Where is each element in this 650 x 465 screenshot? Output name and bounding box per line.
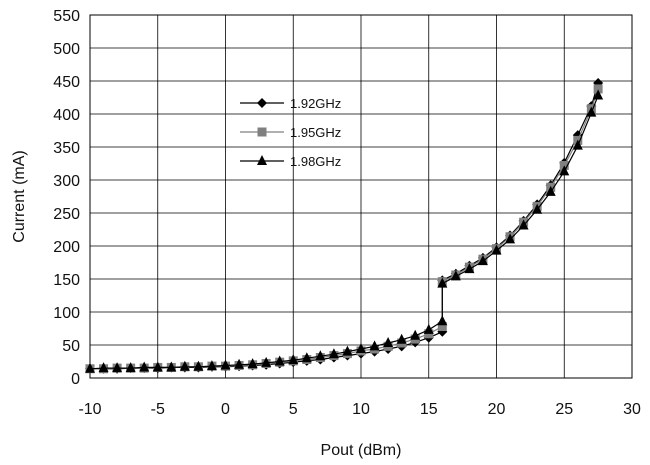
- x-tick-label: 25: [555, 401, 573, 418]
- data-point-triangle: [356, 342, 366, 353]
- y-tick-label: 250: [53, 206, 80, 223]
- x-tick-label: 0: [221, 401, 230, 418]
- data-point-triangle: [342, 345, 353, 356]
- data-point-diamond: [257, 98, 267, 108]
- y-tick-label: 550: [53, 8, 80, 25]
- x-tick-label: 30: [623, 401, 641, 418]
- data-point-triangle: [139, 361, 150, 372]
- x-axis-label: Pout (dBm): [321, 442, 402, 459]
- data-point-triangle: [288, 354, 299, 365]
- plot-frame: [89, 14, 633, 379]
- series-1.98GHz: [85, 89, 604, 373]
- data-point-triangle: [98, 362, 109, 373]
- data-point-triangle: [152, 361, 163, 372]
- data-point-triangle: [410, 329, 421, 340]
- data-point-triangle: [505, 233, 516, 244]
- data-point-triangle: [572, 139, 583, 150]
- data-point-triangle: [423, 323, 434, 334]
- data-point-triangle: [166, 361, 177, 372]
- y-axis-label: Current (mA): [11, 150, 28, 242]
- data-point-triangle: [559, 165, 570, 176]
- x-tick-label: -5: [151, 401, 165, 418]
- data-point-triangle: [545, 185, 556, 196]
- y-tick-label: 350: [53, 140, 80, 157]
- legend-label: 1.98GHz: [290, 154, 341, 169]
- x-tick-label: -10: [78, 401, 101, 418]
- data-point-triangle: [234, 358, 245, 369]
- data-point-triangle: [85, 362, 95, 373]
- y-tick-label: 100: [53, 305, 80, 322]
- y-tick-label: 500: [53, 41, 80, 58]
- legend: 1.92GHz 1.95GHz 1.98GHz: [240, 96, 341, 169]
- data-point-triangle: [261, 356, 272, 367]
- series-layer: [85, 77, 604, 374]
- data-point-triangle: [477, 255, 488, 266]
- legend-item: 1.98GHz: [240, 154, 341, 169]
- y-tick-labels: 0 50 100 150 200 250 300 350 400 450 500 550: [53, 8, 80, 388]
- data-point-triangle: [257, 155, 267, 165]
- legend-label: 1.95GHz: [290, 125, 341, 140]
- data-point-triangle: [450, 270, 461, 281]
- data-point-triangle: [437, 315, 448, 326]
- data-point-triangle: [518, 219, 529, 230]
- data-point-triangle: [206, 360, 217, 371]
- data-point-triangle: [593, 89, 604, 100]
- y-tick-label: 150: [53, 272, 80, 289]
- y-tick-label: 300: [53, 173, 80, 190]
- data-point-triangle: [437, 277, 448, 288]
- x-tick-label: 10: [352, 401, 370, 418]
- x-tick-label: 15: [420, 401, 438, 418]
- data-point-triangle: [301, 352, 312, 363]
- x-tick-label: 5: [289, 401, 298, 418]
- data-point-triangle: [274, 355, 285, 366]
- x-tick-labels: -10 -5 0 5 10 15 20 25 30: [78, 401, 641, 418]
- data-point-triangle: [179, 360, 190, 371]
- data-point-square: [257, 127, 267, 137]
- legend-label: 1.92GHz: [290, 96, 341, 111]
- data-point-square: [593, 84, 603, 94]
- data-point-square: [437, 322, 447, 332]
- data-point-triangle: [586, 106, 597, 117]
- y-tick-label: 400: [53, 107, 80, 124]
- y-tick-label: 50: [62, 338, 80, 355]
- y-tick-label: 200: [53, 239, 80, 256]
- data-point-triangle: [315, 350, 326, 361]
- y-tick-label: 450: [53, 74, 80, 91]
- legend-item: 1.95GHz: [240, 125, 341, 140]
- data-point-triangle: [464, 263, 475, 274]
- data-point-triangle: [369, 340, 380, 351]
- data-point-triangle: [247, 358, 258, 369]
- legend-item: 1.92GHz: [240, 96, 341, 111]
- grid: [89, 14, 633, 379]
- data-point-triangle: [112, 362, 123, 373]
- series-line: [89, 95, 599, 370]
- data-point-triangle: [193, 360, 204, 371]
- data-point-triangle: [491, 244, 502, 255]
- y-tick-label: 0: [71, 371, 80, 388]
- data-point-triangle: [383, 337, 394, 348]
- data-point-triangle: [396, 333, 407, 344]
- data-point-triangle: [532, 203, 543, 214]
- data-point-triangle: [328, 348, 339, 359]
- data-point-triangle: [125, 362, 136, 373]
- x-tick-label: 20: [488, 401, 506, 418]
- data-point-triangle: [220, 359, 231, 370]
